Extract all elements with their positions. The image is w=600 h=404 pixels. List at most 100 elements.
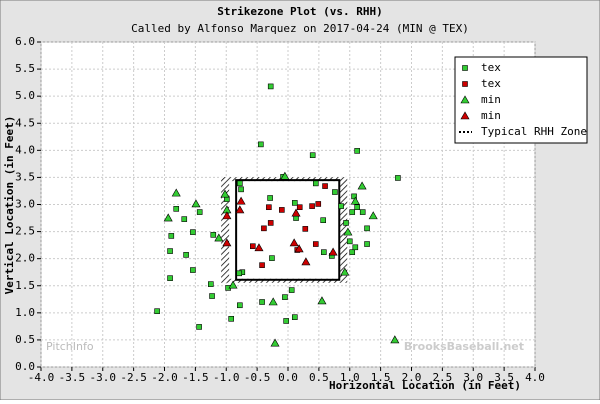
point [267,220,274,226]
point [181,216,188,222]
point [250,243,256,250]
x-tick-label: 1.0 [340,371,360,384]
x-tick-label: -0.5 [244,371,271,384]
point [312,241,319,247]
point [163,213,173,222]
y-tick-label: 1.0 [15,306,35,319]
legend-marker [462,65,468,71]
point [291,314,298,320]
x-tick-label: 3.0 [463,371,483,384]
point [343,227,353,236]
point [196,324,202,330]
point [261,225,267,232]
point [321,249,327,255]
point [364,225,370,232]
x-tick-label: 3.5 [494,371,514,384]
x-tick-label: 1.5 [371,371,391,384]
point [270,338,280,347]
point [167,248,173,254]
x-tick-label: -3.0 [90,371,117,384]
legend-label: Typical RHH Zone [481,125,587,138]
legend-label: min [481,93,501,106]
y-axis-label: Vertical Location (in Feet) [3,116,16,295]
point [173,206,180,212]
point [354,148,360,154]
point [238,186,244,193]
point [266,204,272,211]
point [237,180,243,187]
point [317,296,327,305]
point [258,141,264,148]
point [309,152,316,159]
point [390,335,400,344]
legend-box [454,56,588,144]
point [190,267,196,273]
x-tick-label: 2.0 [402,371,422,384]
point [154,308,160,315]
y-tick-label: 0.5 [15,333,35,346]
point [294,244,304,253]
watermark: BrooksBaseball.net [404,340,524,353]
legend-marker [460,95,470,104]
y-tick-label: 3.5 [15,170,35,183]
point [368,211,378,220]
point [254,243,264,252]
y-tick-label: 6.0 [15,35,35,48]
x-tick-label: 0.0 [278,371,298,384]
point [171,188,181,197]
point [167,275,173,281]
x-tick-label: -1.5 [182,371,209,384]
x-tick-label: -1.0 [213,371,240,384]
point [168,233,175,239]
point [312,180,319,187]
point [352,244,359,251]
point [269,255,275,261]
x-tick-label: 4.0 [525,371,545,384]
point [210,232,217,238]
point [228,315,234,322]
point [359,209,366,215]
point [267,195,273,201]
point [291,200,298,206]
legend-label: tex [481,61,501,74]
point [237,302,243,309]
y-tick-label: 4.5 [15,116,35,129]
point [214,233,224,242]
point [196,209,203,215]
point [302,226,309,232]
point [235,205,245,214]
point [322,183,328,189]
y-tick-label: 1.5 [15,279,35,292]
zone-inner [229,181,340,279]
x-tick-label: 0.5 [309,371,329,384]
point [191,199,201,208]
point [228,280,238,289]
y-tick-label: 2.5 [15,225,35,238]
point [349,209,356,215]
x-tick-label: 2.5 [432,371,452,384]
point [340,267,350,276]
x-axis-label: Horizontal Location (in Feet) [329,379,521,392]
point [259,262,265,268]
legend-label: tex [481,77,501,90]
point [315,201,322,207]
point [332,189,338,195]
point [395,175,401,181]
point [183,252,189,258]
point [268,297,278,306]
point [291,208,301,217]
point [236,270,243,277]
y-tick-label: 5.5 [15,62,35,75]
x-tick-label: -2.5 [120,371,147,384]
point [289,238,299,247]
x-tick-label: -4.0 [28,371,55,384]
point [354,204,360,211]
chart-subtitle: Called by Alfonso Marquez on 2017-04-24 … [131,22,469,35]
point [309,203,315,209]
y-tick-label: 0.0 [15,360,35,373]
point [283,318,289,324]
point [236,196,246,205]
strike-zone [235,179,341,281]
point [288,287,295,293]
